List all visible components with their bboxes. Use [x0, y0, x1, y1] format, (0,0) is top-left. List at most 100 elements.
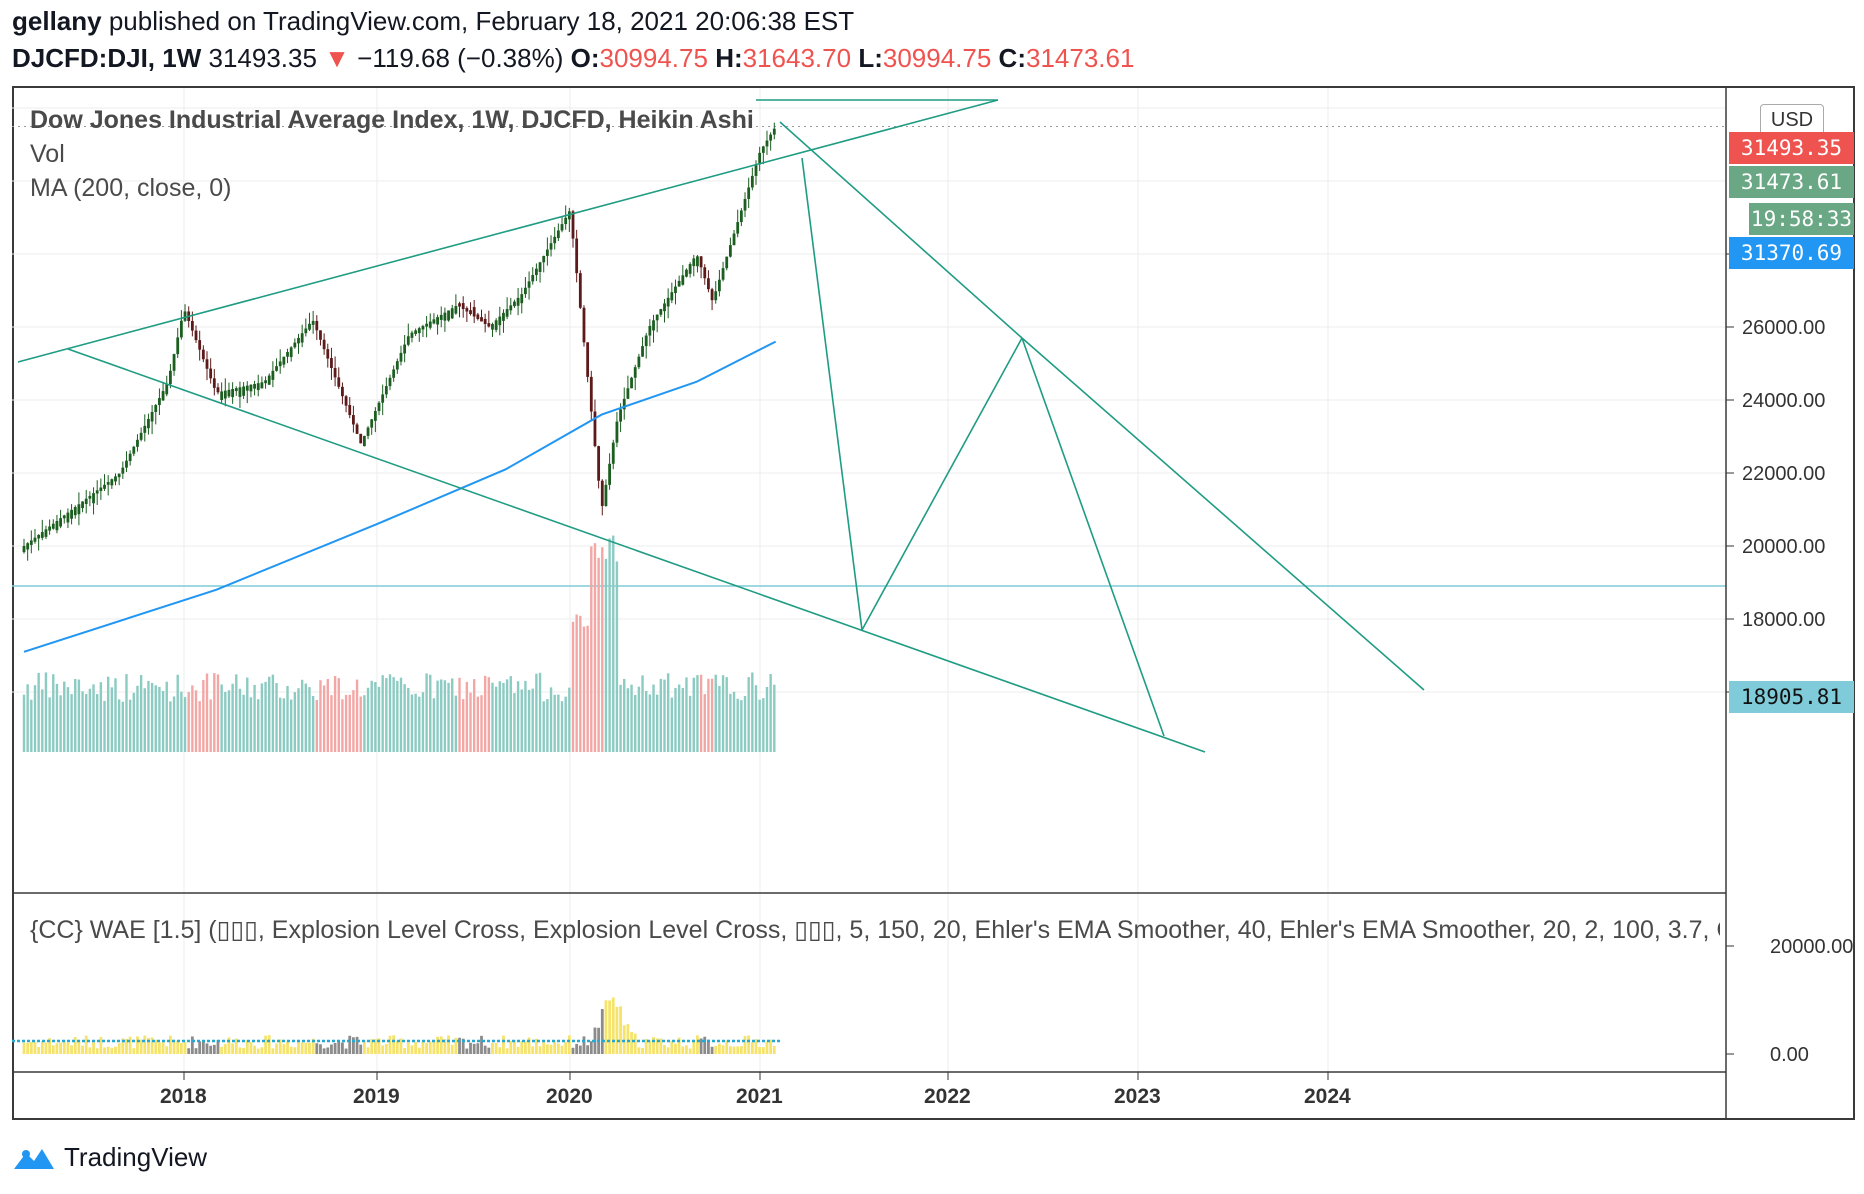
volume-bar — [165, 681, 168, 752]
candle-body — [611, 442, 615, 464]
wae-bar — [132, 1048, 136, 1054]
candle-body — [154, 405, 158, 412]
wae-bar — [128, 1036, 132, 1054]
wae-bar — [59, 1042, 62, 1054]
candle-body — [696, 256, 699, 267]
candle-body — [630, 377, 633, 389]
volume-bar — [187, 692, 190, 752]
volume-bar — [282, 698, 286, 752]
level-price-tag: 18905.81 — [1729, 681, 1854, 713]
candle-body — [663, 303, 666, 312]
y-tick-label: 24000.00 — [1742, 390, 1825, 412]
publish-line: gellany published on TradingView.com, Fe… — [12, 6, 854, 37]
candle-body — [40, 532, 44, 538]
wae-bar — [161, 1042, 165, 1054]
volume-bar — [718, 685, 721, 752]
candle-body — [51, 523, 55, 529]
candle-body — [432, 319, 436, 324]
candle-body — [436, 317, 439, 325]
volume-bar — [103, 700, 106, 752]
wae-bar — [330, 1044, 333, 1054]
candle-body — [322, 339, 326, 350]
candle-body — [169, 370, 172, 385]
candle-body — [524, 287, 527, 295]
volume-bar — [502, 682, 505, 752]
y-tick-label: 20000.00 — [1742, 536, 1825, 558]
candle-body — [688, 264, 692, 274]
candle-body — [362, 435, 366, 447]
candle-body — [212, 378, 216, 388]
wae-bar — [586, 1045, 590, 1054]
wae-bar — [234, 1038, 238, 1054]
volume-bar — [249, 697, 253, 752]
volume-bar — [85, 693, 88, 752]
candle-body — [355, 424, 359, 434]
wae-bar — [194, 1048, 198, 1054]
volume-bar — [608, 538, 611, 752]
volume-bar — [41, 689, 44, 752]
candle-body — [297, 337, 300, 344]
candle-body — [476, 314, 480, 320]
wae-bar — [249, 1042, 253, 1054]
wae-bar — [732, 1046, 736, 1054]
volume-bar — [472, 679, 476, 752]
volume-bar — [198, 701, 201, 752]
volume-bar — [271, 674, 275, 752]
wae-bar — [772, 1046, 776, 1054]
candle-body — [520, 294, 524, 304]
trend-line — [67, 348, 1206, 753]
wae-bar — [212, 1044, 216, 1054]
candle-body — [44, 529, 48, 537]
wae-bar — [110, 1047, 114, 1054]
volume-bar — [370, 680, 373, 752]
volume-bar — [655, 694, 659, 752]
wae-bar — [637, 1047, 641, 1054]
wae-bar — [406, 1042, 410, 1054]
chart-frame[interactable] — [12, 86, 1855, 1120]
volume-bar — [26, 684, 29, 752]
wae-bar — [505, 1048, 509, 1054]
candle-body — [447, 310, 450, 321]
candle-body — [406, 336, 410, 345]
brand-footer[interactable]: TradingView — [12, 1142, 207, 1173]
candle-body — [304, 328, 308, 334]
wae-bar — [352, 1037, 355, 1054]
volume-bar — [732, 691, 736, 752]
quote-line: DJCFD:DJI, 1W 31493.35 ▼ −119.68 (−0.38%… — [12, 43, 1134, 74]
candle-body — [414, 330, 418, 334]
candle-body — [392, 369, 396, 378]
wae-bar — [461, 1038, 465, 1054]
volume-bar — [762, 698, 765, 752]
candle-body — [542, 255, 546, 263]
candle-body — [333, 367, 337, 378]
candle-body — [619, 409, 622, 422]
volume-bar — [128, 699, 132, 752]
volume-bar — [494, 686, 498, 752]
wae-bar — [77, 1039, 81, 1054]
wae-bar — [739, 1046, 743, 1054]
wae-bar — [494, 1043, 498, 1054]
x-tick-label: 2024 — [1304, 1085, 1351, 1108]
published-text: published on TradingView.com, February 1… — [108, 6, 855, 36]
wae-bar — [447, 1035, 450, 1054]
volume-bar — [516, 681, 520, 752]
wae-bar — [648, 1040, 652, 1054]
volume-bar — [88, 688, 92, 752]
volume-bar — [663, 679, 666, 752]
x-tick-label: 2018 — [160, 1085, 207, 1108]
volume-bar — [623, 678, 626, 752]
candle-body — [33, 537, 37, 542]
candle-body — [707, 278, 710, 290]
volume-bar — [344, 694, 348, 752]
candle-body — [172, 354, 176, 371]
candle-body — [535, 268, 538, 276]
candle-body — [289, 347, 293, 358]
candle-body — [505, 309, 509, 317]
volume-bar — [443, 680, 447, 752]
wae-bar — [666, 1047, 670, 1054]
volume-bar — [238, 688, 242, 752]
volume-bar — [666, 673, 670, 752]
volume-bar — [765, 687, 769, 752]
volume-bar — [538, 672, 542, 752]
